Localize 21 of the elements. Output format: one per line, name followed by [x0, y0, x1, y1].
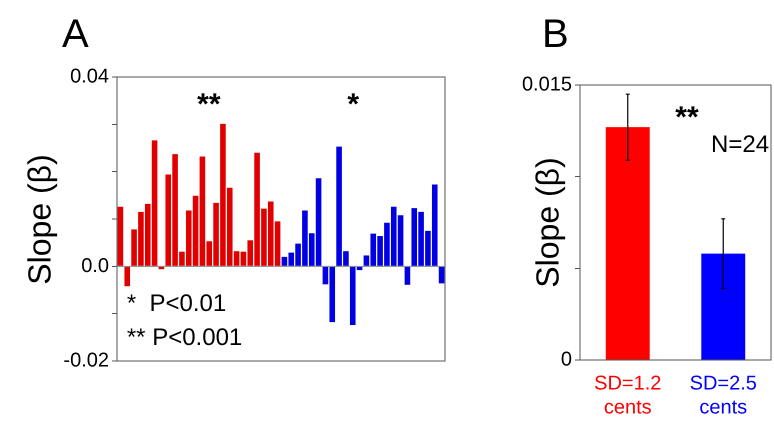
bar: [118, 206, 124, 266]
bar: [438, 266, 444, 284]
bar: [404, 266, 410, 285]
chart-title: B: [542, 12, 569, 56]
annotation: **: [197, 88, 221, 121]
y-tick-label: -0.02: [63, 350, 109, 372]
y-axis-title: Slope (β): [22, 154, 59, 284]
annotation: * P<0.01: [126, 290, 226, 317]
annotation: N=24: [711, 131, 770, 158]
annotation: ** P<0.001: [126, 324, 242, 351]
y-tick-label: 0.015: [522, 74, 572, 96]
y-tick-label: 0.0: [81, 254, 109, 277]
y-tick-label: 0: [560, 348, 572, 371]
annotation: *: [347, 88, 360, 121]
bar: [124, 266, 130, 286]
chart-title: A: [62, 12, 89, 56]
x-tick-label: SD=1.2 cents: [594, 372, 662, 419]
annotation: **: [675, 100, 699, 134]
y-tick-label: 0.04: [70, 66, 109, 88]
x-tick-label: SD=2.5 cents: [690, 372, 757, 419]
y-axis-title: Slope (β): [530, 157, 567, 288]
